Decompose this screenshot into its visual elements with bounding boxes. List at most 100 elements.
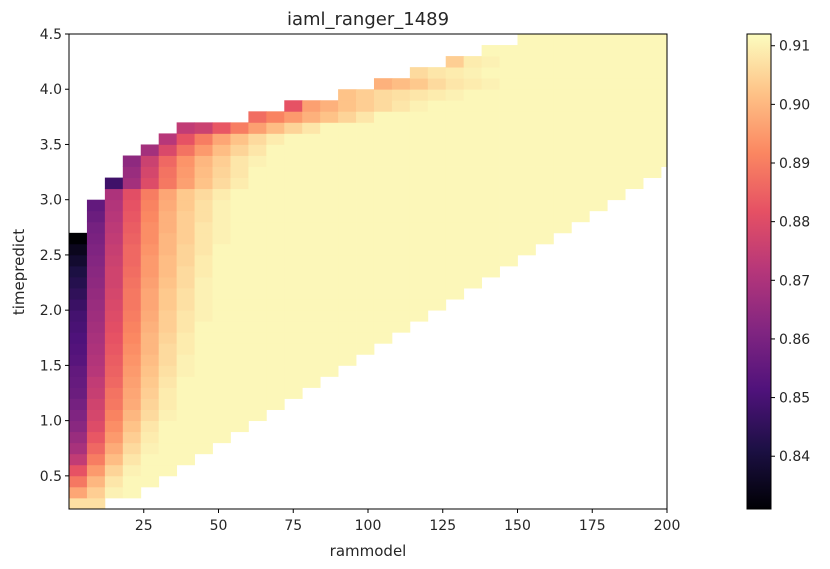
heatmap-cell — [284, 144, 303, 156]
heatmap-cell — [69, 497, 88, 509]
heatmap-cell — [86, 387, 106, 399]
heatmap-cell — [69, 376, 88, 388]
heatmap-cell — [104, 486, 124, 499]
heatmap-cell — [589, 89, 608, 101]
heatmap-cell — [589, 100, 608, 112]
heatmap-cell — [625, 45, 644, 57]
heatmap-cell — [140, 310, 160, 322]
heatmap-cell — [553, 67, 572, 79]
heatmap-cell — [625, 133, 644, 145]
heatmap-cell — [212, 144, 231, 156]
heatmap-cell — [535, 100, 554, 112]
heatmap-cell — [391, 243, 411, 256]
heatmap-cell — [69, 420, 88, 433]
heatmap-cell — [535, 177, 554, 190]
x-tick-label: 150 — [504, 518, 531, 534]
heatmap-cell — [212, 376, 231, 388]
heatmap-cell — [373, 122, 393, 134]
heatmap-cell — [248, 376, 267, 388]
heatmap-cell — [158, 343, 178, 355]
heatmap-cell — [302, 221, 321, 234]
heatmap-cell — [194, 332, 213, 344]
heatmap-cell — [625, 111, 644, 123]
heatmap-cell — [481, 221, 500, 234]
heatmap-cell — [553, 199, 572, 212]
heatmap-cell — [517, 155, 536, 167]
heatmap-cell — [284, 133, 303, 145]
heatmap-cell — [535, 89, 554, 101]
colorbar-tick-label: 0.85 — [779, 391, 810, 407]
heatmap-cell — [535, 78, 554, 90]
heatmap-cell — [409, 232, 429, 245]
heatmap-cell — [230, 243, 249, 256]
heatmap-cell — [176, 288, 195, 300]
heatmap-cell — [86, 464, 106, 477]
heatmap-cell — [140, 321, 160, 333]
heatmap-cell — [409, 265, 429, 278]
heatmap-cell — [625, 78, 644, 90]
heatmap-cell — [230, 177, 249, 190]
heatmap-cell — [409, 288, 429, 300]
heatmap-cell — [122, 288, 142, 300]
heatmap-cell — [445, 100, 465, 112]
heatmap-cell — [643, 56, 662, 68]
heatmap-cell — [140, 177, 160, 190]
heatmap-cell — [338, 111, 357, 123]
heatmap-cell — [176, 453, 195, 466]
heatmap-cell — [356, 100, 375, 112]
heatmap-cell — [571, 166, 590, 179]
heatmap-cell — [194, 365, 213, 377]
heatmap-cell — [625, 67, 644, 79]
heatmap-cell — [122, 243, 142, 256]
heatmap-cell — [69, 243, 88, 256]
heatmap-cell — [481, 243, 500, 256]
heatmap-cell — [158, 188, 178, 201]
heatmap-cell — [661, 100, 667, 112]
heatmap-cell — [589, 177, 608, 190]
heatmap-cell — [248, 265, 267, 278]
heatmap-cell — [571, 133, 590, 145]
heatmap-cell — [409, 243, 429, 256]
heatmap-cell — [356, 343, 375, 355]
heatmap-cell — [338, 277, 357, 289]
heatmap-cell — [122, 254, 142, 267]
heatmap-cell — [391, 265, 411, 278]
heatmap-cell — [140, 365, 160, 377]
heatmap-cell — [553, 122, 572, 134]
heatmap-cell — [86, 288, 106, 300]
heatmap-cells — [69, 34, 667, 509]
heatmap-cell — [212, 299, 231, 311]
heatmap-cell — [122, 310, 142, 322]
heatmap-cell — [535, 188, 554, 201]
heatmap-cell — [212, 177, 231, 190]
heatmap-cell — [194, 265, 213, 278]
heatmap-cell — [571, 56, 590, 68]
heatmap-cell — [391, 177, 411, 190]
heatmap-cell — [356, 277, 375, 289]
heatmap-cell — [86, 254, 106, 267]
heatmap-cell — [194, 376, 213, 388]
heatmap-cell — [284, 122, 303, 134]
heatmap-cell — [553, 89, 572, 101]
heatmap-cell — [140, 199, 160, 212]
heatmap-cell — [643, 144, 662, 156]
heatmap-cell — [266, 254, 285, 267]
heatmap-cell — [266, 310, 285, 322]
heatmap-cell — [373, 78, 393, 90]
heatmap-cell — [158, 277, 178, 289]
heatmap-cell — [427, 78, 447, 90]
heatmap-cell — [373, 288, 393, 300]
heatmap-cell — [104, 254, 124, 267]
heatmap-cell — [158, 166, 178, 179]
heatmap-cell — [391, 310, 411, 322]
heatmap-cell — [176, 299, 195, 311]
heatmap-cell — [140, 431, 160, 444]
heatmap-cell — [248, 188, 267, 201]
heatmap-cell — [69, 254, 88, 267]
heatmap-cell — [266, 332, 285, 344]
heatmap-cell — [373, 188, 393, 201]
x-tick-label: 75 — [284, 518, 302, 534]
heatmap-cell — [661, 45, 667, 57]
heatmap-cell — [607, 67, 626, 79]
heatmap-cell — [230, 122, 249, 134]
